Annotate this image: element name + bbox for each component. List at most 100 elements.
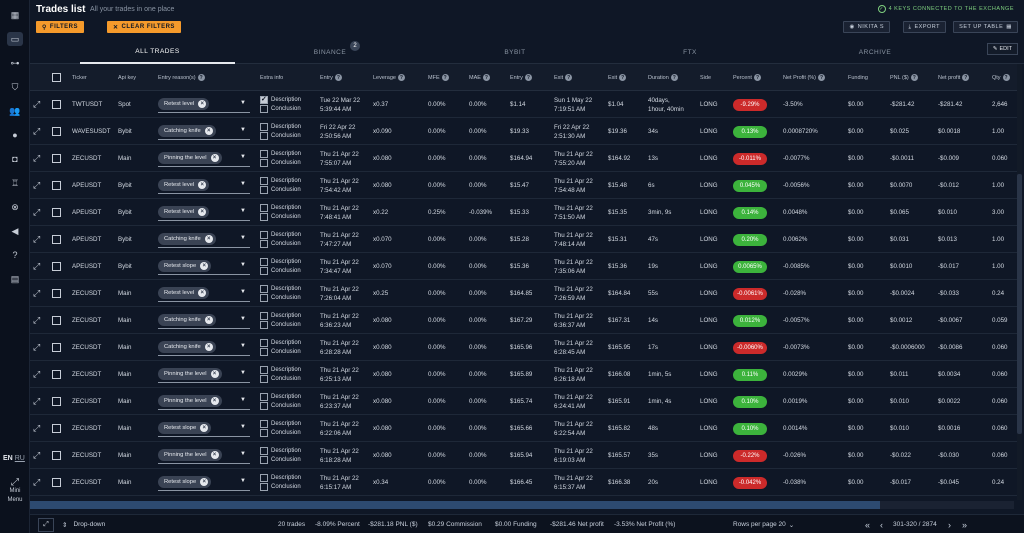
tab-bybit[interactable]: BYBIT [504,48,526,56]
row-checkbox[interactable] [52,442,61,469]
prev-page-button[interactable]: ‹ [880,515,883,533]
table-row[interactable]: ⤢ ZECUSDT Main Pinning the level × ▼ Des… [30,442,1020,469]
conclusion-checkbox[interactable] [260,429,268,437]
remove-chip-icon[interactable]: × [198,181,207,189]
col-exit-price[interactable]: Exit? [608,74,627,81]
expand-row-button[interactable]: ⤢ [33,415,40,442]
table-row[interactable]: ⤢ ZECUSDT Main Catching knife × ▼ Descri… [30,334,1020,361]
conclusion-checkbox[interactable] [260,375,268,383]
expand-row-button[interactable]: ⤢ [33,388,40,415]
entry-reason-chip[interactable]: Retest slope × [158,476,212,488]
filters-button[interactable]: ⚲ FILTERS [36,21,84,33]
remove-chip-icon[interactable]: × [204,127,213,135]
description-checkbox[interactable] [260,231,268,239]
conclusion-checkbox[interactable] [260,456,268,464]
remove-chip-icon[interactable]: × [204,235,213,243]
description-checkbox[interactable] [260,420,268,428]
entry-reason-chip[interactable]: Pinning the level × [158,449,222,461]
row-checkbox[interactable] [52,172,61,199]
col-entry-price[interactable]: Entry? [510,74,532,81]
row-checkbox[interactable] [52,280,61,307]
remove-chip-icon[interactable]: × [200,262,209,270]
trophy-icon[interactable]: ♖ [10,177,20,188]
conclusion-checkbox[interactable] [260,348,268,356]
entry-reason-chip[interactable]: Pinning the level × [158,395,222,407]
description-checkbox[interactable] [260,339,268,347]
first-page-button[interactable]: « [865,515,870,533]
robot-icon[interactable]: ◘ [12,153,18,164]
entry-reason-chip[interactable]: Catching knife × [158,233,216,245]
mini-menu-toggle[interactable]: ⤢ Mini Menu [2,478,28,505]
row-checkbox[interactable] [52,226,61,253]
col-duration[interactable]: Duration? [648,74,678,81]
description-checkbox[interactable] [260,177,268,185]
remove-chip-icon[interactable]: × [198,100,207,108]
description-checkbox[interactable] [260,258,268,266]
dropdown-caret-icon[interactable]: ▼ [240,100,246,106]
remove-chip-icon[interactable]: × [200,424,209,432]
entry-reason-chip[interactable]: Catching knife × [158,341,216,353]
users-icon[interactable]: 👥 [9,105,21,116]
col-extra-info[interactable]: Extra info [260,74,284,81]
description-checkbox[interactable] [260,366,268,374]
megaphone-icon[interactable]: ◀ [11,225,19,236]
table-row[interactable]: ⤢ ZECUSDT Main Pinning the level × ▼ Des… [30,388,1020,415]
entry-reason-chip[interactable]: Retest level × [158,98,210,110]
dropdown-caret-icon[interactable]: ▼ [240,127,246,133]
last-page-button[interactable]: » [962,515,967,533]
entry-reason-chip[interactable]: Retest slope × [158,260,212,272]
dropdown-caret-icon[interactable]: ▼ [240,154,246,160]
row-checkbox[interactable] [52,199,61,226]
next-page-button[interactable]: › [948,515,951,533]
tab-ftx[interactable]: FTX [683,48,697,56]
remove-chip-icon[interactable]: × [200,478,209,486]
clear-filters-button[interactable]: ✕ CLEAR FILTERS [107,21,181,33]
remove-chip-icon[interactable]: × [204,316,213,324]
user-button[interactable]: ◉ NIKITA S [843,21,890,33]
table-row[interactable]: ⤢ ZECUSDT Main Catching knife × ▼ Descri… [30,307,1020,334]
expand-row-button[interactable]: ⤢ [33,334,40,361]
table-row[interactable]: ⤢ APEUSDT Bybit Catching knife × ▼ Descr… [30,226,1020,253]
rows-per-page-select[interactable]: Rows per page 20 ⌄ [733,515,794,533]
description-checkbox[interactable] [260,204,268,212]
table-row[interactable]: ⤢ APEUSDT Bybit Retest level × ▼ Descrip… [30,199,1020,226]
expand-row-button[interactable]: ⤢ [33,307,40,334]
conclusion-checkbox[interactable] [260,105,268,113]
col-entry[interactable]: Entry? [320,74,342,81]
col-mae[interactable]: MAE? [469,74,490,81]
lang-en[interactable]: EN [3,455,13,462]
col-entry-reasons[interactable]: Entry reason(s)? [158,74,205,81]
remove-chip-icon[interactable]: × [210,154,219,162]
description-checkbox[interactable] [260,447,268,455]
entry-reason-chip[interactable]: Catching knife × [158,314,216,326]
description-checkbox[interactable] [260,393,268,401]
shield-icon[interactable]: ⛉ [11,81,19,92]
table-row[interactable]: ⤢ TWTUSDT Spot Retest level × ▼ Descript… [30,91,1020,118]
conclusion-checkbox[interactable] [260,267,268,275]
row-checkbox[interactable] [52,253,61,280]
select-all-checkbox[interactable] [52,64,61,91]
conclusion-checkbox[interactable] [260,321,268,329]
col-percent[interactable]: Percent? [733,74,761,81]
conclusion-checkbox[interactable] [260,159,268,167]
conclusion-checkbox[interactable] [260,213,268,221]
table-row[interactable]: ⤢ ZECUSDT Main Pinning the level × ▼ Des… [30,361,1020,388]
row-checkbox[interactable] [52,361,61,388]
table-row[interactable]: ⤢ ZECUSDT Main Pinning the level × ▼ Des… [30,145,1020,172]
support-icon[interactable]: ⊗ [11,201,19,212]
row-checkbox[interactable] [52,415,61,442]
col-ticker[interactable]: Ticker [72,74,87,81]
dropdown-caret-icon[interactable]: ▼ [240,451,246,457]
remove-chip-icon[interactable]: × [210,370,219,378]
dropdown-caret-icon[interactable]: ▼ [240,424,246,430]
dropdown-toggle[interactable]: ⇕ Drop-down [62,515,105,533]
col-leverage[interactable]: Leverage? [373,74,405,81]
col-net-profit[interactable]: Net profit? [938,74,970,81]
conclusion-checkbox[interactable] [260,240,268,248]
dashboard-icon[interactable]: ▦ [10,9,20,20]
horizontal-scrollbar-thumb[interactable] [30,501,880,509]
col-pnl[interactable]: PNL ($)? [890,74,918,81]
lang-ru[interactable]: RU [14,455,25,462]
expand-row-button[interactable]: ⤢ [33,442,40,469]
expand-row-button[interactable]: ⤢ [33,469,40,496]
